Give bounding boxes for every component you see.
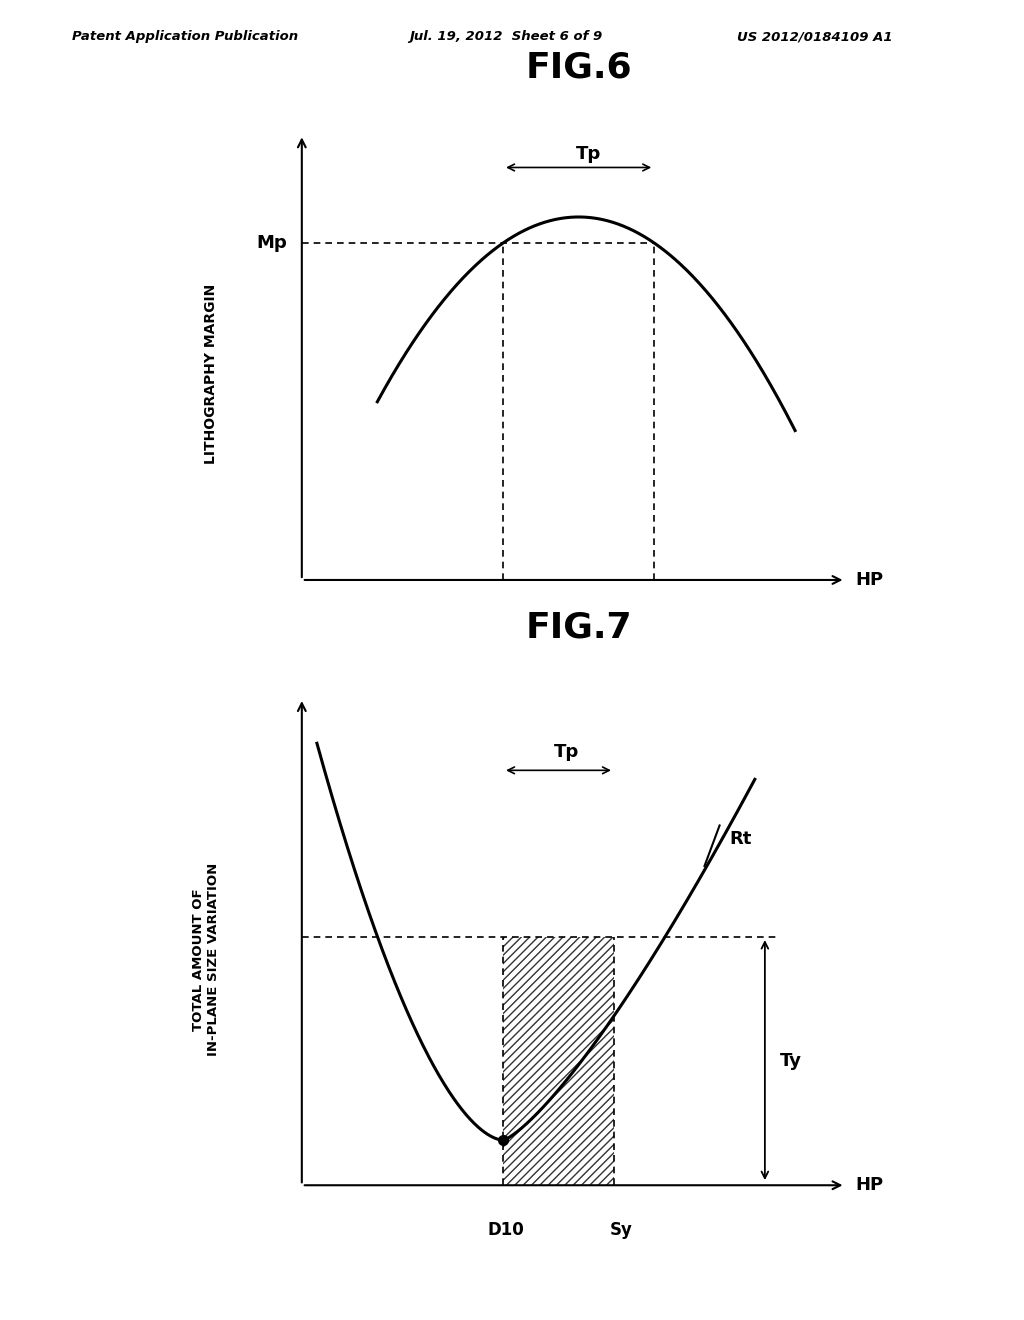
Bar <box>503 937 613 1185</box>
Text: Tp: Tp <box>553 743 579 762</box>
Text: LITHOGRAPHY MARGIN: LITHOGRAPHY MARGIN <box>204 284 218 463</box>
Text: FIG.7: FIG.7 <box>525 610 632 644</box>
Text: D10: D10 <box>487 1221 524 1239</box>
Text: US 2012/0184109 A1: US 2012/0184109 A1 <box>737 30 893 44</box>
Text: TOTAL AMOUNT OF
IN-PLANE SIZE VARIATION: TOTAL AMOUNT OF IN-PLANE SIZE VARIATION <box>193 863 220 1056</box>
Text: Rt: Rt <box>730 830 752 847</box>
Text: Patent Application Publication: Patent Application Publication <box>72 30 298 44</box>
Text: Tp: Tp <box>577 145 601 164</box>
Text: FIG.6: FIG.6 <box>525 51 632 84</box>
Text: HP: HP <box>855 1176 884 1195</box>
Text: Sy: Sy <box>610 1221 633 1239</box>
Text: Ty: Ty <box>780 1052 802 1071</box>
Text: Mp: Mp <box>256 234 287 252</box>
Text: Jul. 19, 2012  Sheet 6 of 9: Jul. 19, 2012 Sheet 6 of 9 <box>410 30 603 44</box>
Text: HP: HP <box>855 572 884 589</box>
